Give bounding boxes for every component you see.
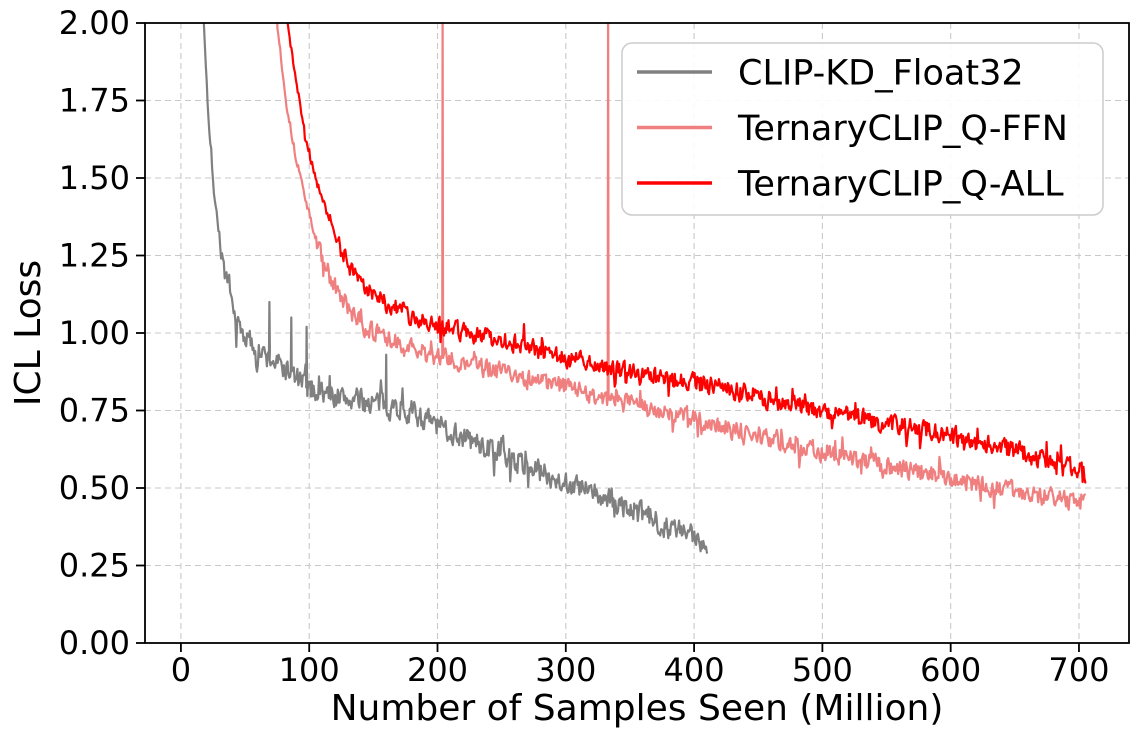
x-tick-label: 400 [664,651,725,689]
legend-label: TernaryCLIP_Q-ALL [737,165,1064,205]
y-tick-label: 1.25 [59,237,130,275]
series-line-clip-kd-float32 [202,23,708,554]
x-tick-label: 0 [171,651,191,689]
series-line-ternaryclip-q-all [286,23,1087,484]
legend-box [621,42,1104,216]
x-tick-label: 200 [407,651,468,689]
x-tick-label: 500 [792,651,853,689]
x-tick-label: 700 [1048,651,1109,689]
series-lines [202,23,1087,554]
y-tick-label: 1.75 [59,82,130,120]
axis-ticks [136,22,1080,652]
y-tick-label: 1.50 [59,159,130,197]
y-tick-label: 0.25 [59,547,130,585]
x-tick-label: 600 [920,651,981,689]
y-tick-label: 2.00 [59,4,130,42]
y-tick-label: 1.00 [59,314,130,352]
legend-label: CLIP-KD_Float32 [738,54,1024,94]
legend: CLIP-KD_Float32 TernaryCLIP_Q-FFN TernaryC… [621,42,1104,216]
y-axis-label: ICL Loss [8,260,49,406]
series-line-ternaryclip-q-ffn [276,23,1086,511]
x-tick-label: 300 [535,651,596,689]
axis-tick-labels: 0 100 200 300 400 500 600 700 0.00 0.25 0.50 0.75 1.… [59,4,1110,689]
legend-label: TernaryCLIP_Q-FFN [737,109,1068,149]
y-tick-label: 0.75 [59,392,130,430]
y-tick-label: 0.00 [59,624,130,662]
x-axis-label: Number of Samples Seen (Million) [331,688,944,729]
y-tick-label: 0.50 [59,469,130,507]
x-tick-label: 100 [279,651,340,689]
